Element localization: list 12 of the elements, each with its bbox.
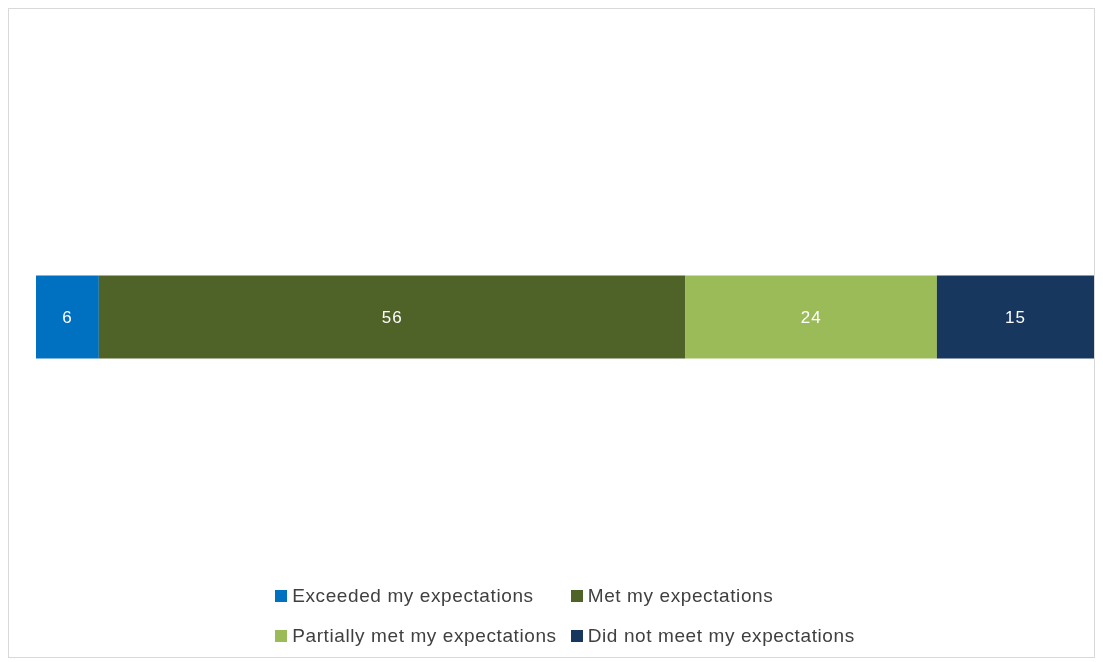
data-label: 56 bbox=[381, 307, 403, 327]
bar bbox=[936, 275, 1094, 359]
legend-label: Did not meet my expectations bbox=[587, 625, 855, 647]
bar bbox=[98, 275, 686, 359]
bar bbox=[36, 275, 99, 359]
legend-label: Met my expectations bbox=[587, 585, 774, 607]
data-label: 24 bbox=[800, 307, 822, 327]
data-label: 6 bbox=[62, 307, 73, 327]
legend-label: Partially met my expectations bbox=[292, 625, 557, 647]
bar bbox=[685, 275, 937, 359]
legend-label: Exceeded my expectations bbox=[292, 585, 534, 607]
data-label: 15 bbox=[1004, 307, 1026, 327]
